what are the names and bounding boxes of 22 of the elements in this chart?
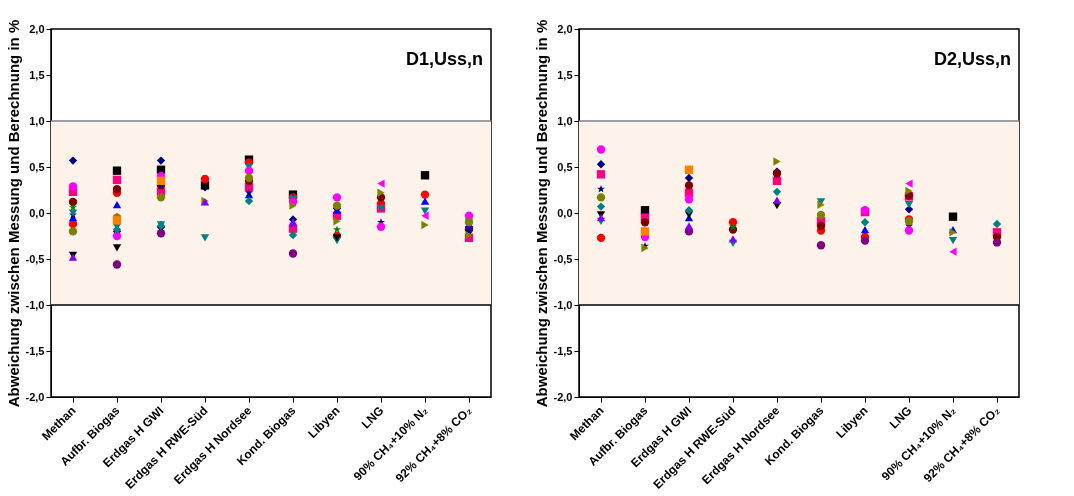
y-tick-label: -0,5	[553, 252, 573, 265]
y-tick-label: 1,0	[29, 114, 45, 127]
y-tick-label: 2,0	[557, 22, 573, 35]
y-tick-label: -0,5	[25, 252, 45, 265]
y-tick-label: -2,0	[25, 390, 45, 403]
y-tick-label: 0,5	[29, 160, 45, 173]
y-tick-label: -2,0	[553, 390, 573, 403]
y-axis-title: Abweichung zwischen Messung und Berechnung in %	[4, 19, 22, 408]
y-axis-title: Abweichung zwischen Messung und Berechnung in %	[532, 19, 550, 408]
y-tick-label: 1,5	[29, 68, 45, 81]
y-tick-label: 1,5	[557, 68, 573, 81]
y-tick-label: -1,0	[25, 298, 45, 311]
y-tick-label: 2,0	[29, 22, 45, 35]
y-tick-label: -1,5	[553, 344, 573, 357]
y-tick-label: -1,0	[553, 298, 573, 311]
y-tick-label: 0,0	[557, 206, 573, 219]
y-tick-label: 0,0	[29, 206, 45, 219]
y-tick-label: -1,5	[25, 344, 45, 357]
y-tick-label: 0,5	[557, 160, 573, 173]
text: D2,Uss,n	[933, 49, 1011, 69]
text: D1,Uss,n	[405, 49, 483, 69]
y-tick-label: 1,0	[557, 114, 573, 127]
